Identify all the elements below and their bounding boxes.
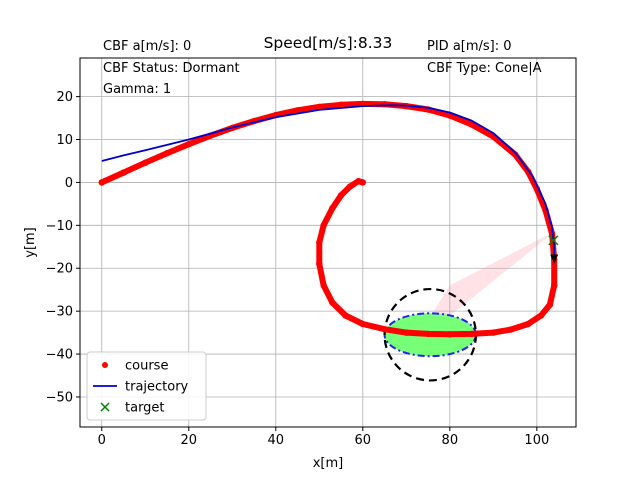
course-point (524, 320, 532, 328)
x-tick-label: 40 (268, 433, 285, 448)
course-point (446, 331, 454, 338)
course-point (163, 150, 171, 157)
x-tick-label: 60 (355, 433, 372, 448)
course-point (551, 282, 558, 289)
course-point (359, 320, 367, 328)
target-marker (548, 235, 559, 246)
cbf-type-label: CBF Type: Cone|A (427, 61, 542, 76)
course-point (329, 204, 336, 212)
course-point (337, 101, 345, 108)
x-tick-label: 0 (98, 433, 106, 448)
vehicle-heading-arrow (550, 254, 559, 264)
cbf-status-label: CBF Status: Dormant (103, 61, 240, 76)
course-point (468, 330, 475, 338)
course-point (424, 330, 432, 338)
course-point (185, 141, 192, 148)
course-point (98, 179, 105, 186)
legend-label-target: target (125, 401, 165, 416)
legend-box (86, 351, 207, 421)
axes-layer: 0 20 40 60 80 100 −50 −40 −30 −20 −10 0 10 20 x[m] y[m] (23, 57, 577, 471)
course-point (546, 301, 554, 308)
x-tick-label: 20 (180, 433, 197, 448)
cbf-accel-label: CBF a[m/s]: 0 (103, 39, 192, 54)
legend-target-key (100, 402, 110, 412)
axes-frame (79, 57, 577, 428)
legend-layer: course trajectory target (86, 351, 207, 421)
y-tick-label: −50 (46, 390, 73, 405)
course-point (316, 260, 323, 268)
y-tick-label: −10 (46, 219, 73, 234)
course-point (294, 107, 301, 114)
course-point (381, 325, 388, 333)
course-point (337, 192, 345, 199)
course-point (537, 312, 545, 319)
course-point (403, 329, 410, 336)
series-course-line (98, 100, 558, 338)
y-axis-label: y[m] (23, 227, 38, 258)
series-layer (98, 100, 559, 338)
y-tick-label: 10 (56, 133, 73, 148)
legend-course-key (102, 362, 108, 368)
chart-title: Speed[m/s]:8.33 (263, 34, 393, 52)
y-tick-label: 0 (65, 176, 73, 191)
gamma-label: Gamma: 1 (103, 82, 172, 97)
course-point (346, 183, 353, 190)
course-point (316, 103, 323, 111)
course-point (320, 282, 327, 289)
course-point (490, 329, 497, 336)
pid-accel-label: PID a[m/s]: 0 (427, 39, 512, 54)
y-tick-label: −20 (46, 262, 73, 277)
course-point (320, 222, 327, 229)
legend-label-trajectory: trajectory (125, 380, 189, 395)
y-tick-label: 20 (56, 90, 73, 105)
y-tick-label: −40 (46, 348, 73, 363)
series-trajectory-line (101, 104, 556, 261)
x-tick-label: 100 (524, 433, 549, 448)
legend-label-course: course (125, 359, 168, 374)
course-point (468, 121, 475, 128)
course-point (359, 179, 367, 186)
course-point (342, 312, 349, 319)
course-point (381, 101, 388, 108)
course-point (329, 299, 336, 306)
course-point (142, 159, 149, 166)
x-axis-label: x[m] (313, 456, 344, 471)
x-tick-label: 80 (442, 433, 459, 448)
course-point (507, 326, 514, 333)
course-point (316, 239, 323, 246)
course-point (511, 151, 519, 158)
course-point (120, 169, 127, 176)
y-tick-label: −30 (46, 305, 73, 320)
